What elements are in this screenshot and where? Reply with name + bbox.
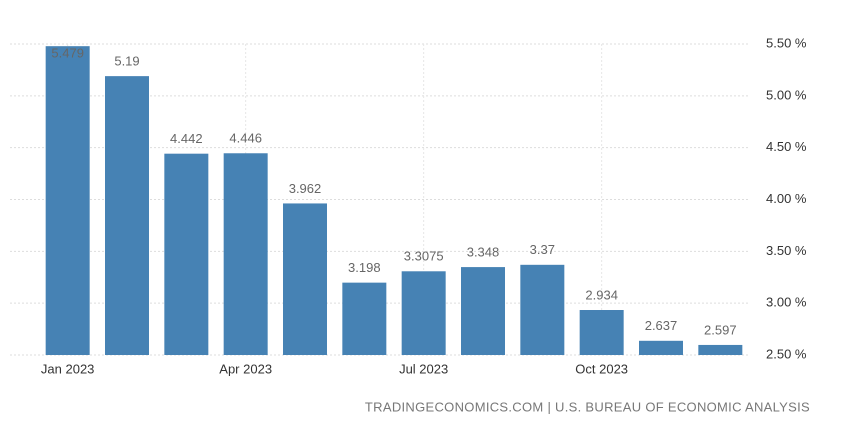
y-tick-label: 5.50 %	[766, 35, 807, 50]
value-label: 3.37	[530, 242, 555, 257]
value-label: 4.442	[170, 131, 203, 146]
value-label: 3.3075	[404, 249, 444, 264]
bar	[698, 344, 743, 355]
y-tick-label: 4.00 %	[766, 191, 807, 206]
value-label: 2.934	[585, 287, 618, 302]
y-tick-label: 2.50 %	[766, 346, 807, 361]
bar	[520, 264, 565, 355]
bar	[164, 153, 209, 355]
bar	[223, 153, 268, 355]
bar	[401, 271, 446, 355]
value-label: 3.198	[348, 260, 381, 275]
x-tick-label: Jan 2023	[41, 361, 95, 376]
y-tick-label: 5.00 %	[766, 87, 807, 102]
y-tick-label: 3.50 %	[766, 243, 807, 258]
bar	[105, 76, 149, 356]
source: TRADINGECONOMICS.COM | U.S. BUREAU OF EC…	[365, 399, 810, 414]
x-tick-label: Oct 2023	[575, 361, 628, 376]
bar	[579, 310, 624, 355]
value-label: 3.962	[289, 181, 322, 196]
bar	[283, 203, 327, 355]
x-tick-label: Apr 2023	[219, 361, 272, 376]
y-tick-label: 4.50 %	[766, 139, 807, 154]
value-label: 3.348	[467, 245, 500, 260]
value-label: 5.479	[51, 45, 84, 60]
value-label: 5.19	[114, 54, 139, 69]
bar	[639, 340, 683, 355]
value-label: 4.446	[229, 131, 262, 146]
x-tick-label: Jul 2023	[399, 361, 448, 376]
value-label: 2.597	[704, 322, 737, 337]
bar	[45, 46, 90, 355]
bar	[342, 282, 387, 355]
y-tick-label: 3.00 %	[766, 295, 807, 310]
bar	[461, 267, 505, 355]
value-label: 2.637	[645, 318, 678, 333]
